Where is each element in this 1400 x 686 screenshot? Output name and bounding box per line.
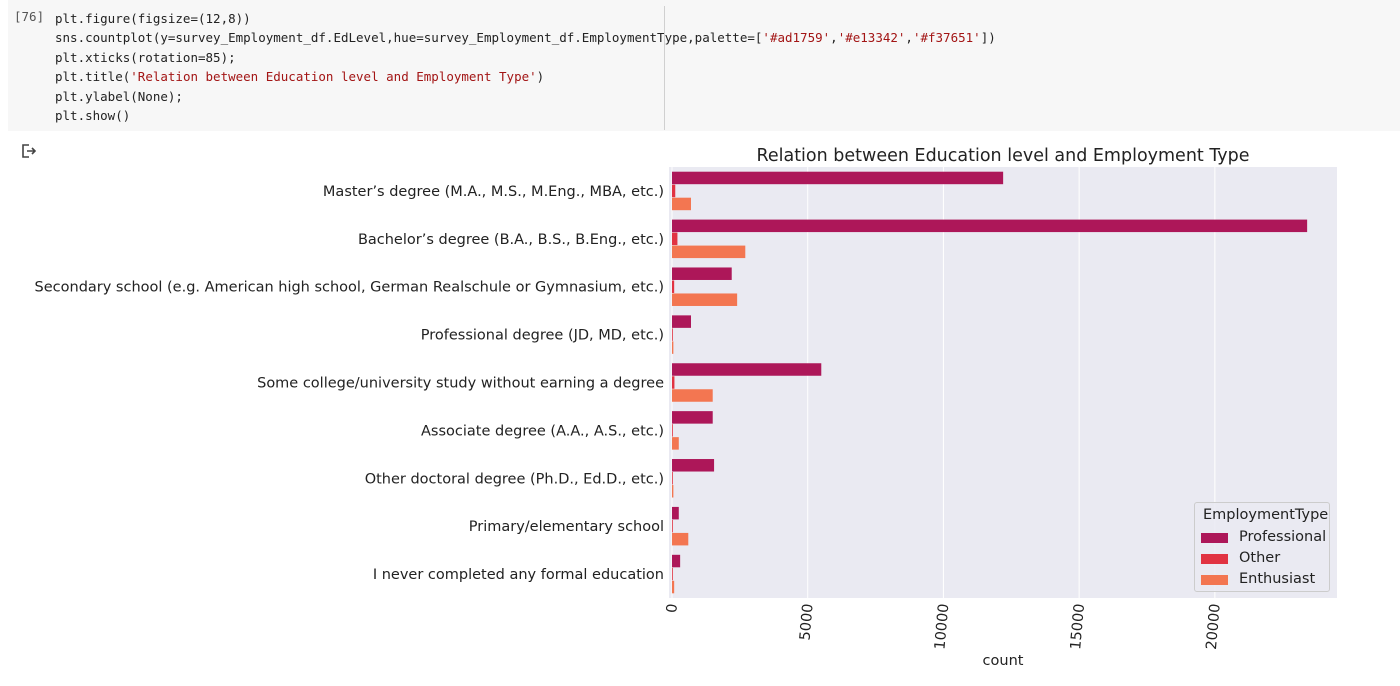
- y-tick-label: I never completed any formal education: [373, 567, 664, 583]
- bar-professional: [672, 411, 713, 424]
- legend: EmploymentType Professional Other Enthus…: [1194, 502, 1330, 592]
- code-token: plt.xticks(rotation=85);: [55, 49, 236, 65]
- code-line[interactable]: plt.ylabel(None);: [55, 87, 996, 106]
- bar-professional: [672, 315, 691, 328]
- x-tick-label: 5000: [798, 603, 817, 641]
- code-line[interactable]: plt.title('Relation between Education le…: [55, 67, 996, 86]
- y-tick-label: Professional degree (JD, MD, etc.): [421, 328, 664, 344]
- y-tick-label: Secondary school (e.g. American high sch…: [35, 280, 664, 296]
- code-cell[interactable]: [76] plt.figure(figsize=(12,8)) sns.count…: [8, 0, 1400, 131]
- legend-swatch-enthusiast: [1201, 575, 1228, 585]
- bar-enthusiast: [672, 437, 679, 450]
- bar-other: [672, 328, 673, 341]
- x-tick-label: 10000: [932, 603, 952, 650]
- bar-professional: [672, 554, 681, 568]
- code-token: plt.ylabel(None);: [55, 88, 183, 104]
- x-tick-label: 0: [664, 603, 681, 614]
- x-axis-label: count: [983, 653, 1024, 669]
- bar-other: [672, 376, 675, 389]
- bar-professional: [672, 459, 715, 472]
- code-token: ,: [830, 30, 838, 46]
- code-line[interactable]: plt.xticks(rotation=85);: [55, 48, 996, 67]
- legend-label-other: Other: [1239, 550, 1281, 566]
- code-string-token: '#f37651': [912, 30, 981, 46]
- y-tick-label: Master’s degree (M.A., M.S., M.Eng., MBA…: [323, 184, 664, 200]
- legend-label-professional: Professional: [1239, 529, 1327, 545]
- bar-enthusiast: [672, 389, 713, 402]
- editor-ruler: [664, 6, 665, 130]
- code-token: plt.figure(figsize=(12,8)): [55, 11, 251, 26]
- code-string-token: 'Relation between Education level and Em…: [130, 69, 537, 85]
- bar-enthusiast: [672, 341, 674, 354]
- bar-professional: [672, 267, 732, 280]
- y-tick-label: Other doctoral degree (Ph.D., Ed.D., etc…: [365, 471, 664, 487]
- bar-professional: [672, 506, 679, 520]
- code-token: plt.title(: [55, 69, 131, 85]
- bar-enthusiast: [672, 580, 675, 594]
- x-tick-label: 15000: [1068, 603, 1088, 650]
- bar-professional: [672, 219, 1308, 233]
- bar-other: [672, 472, 673, 485]
- y-tick-label: Primary/elementary school: [469, 519, 664, 535]
- code-string-token: '#ad1759': [762, 30, 831, 46]
- bar-professional: [672, 363, 822, 376]
- bar-other: [672, 232, 678, 246]
- legend-swatch-other: [1201, 554, 1228, 564]
- y-tick-label: Associate degree (A.A., A.S., etc.): [421, 423, 664, 439]
- bar-other: [672, 184, 676, 198]
- code-token: ]): [980, 30, 996, 46]
- code-line[interactable]: plt.show(): [55, 106, 996, 125]
- bar-enthusiast: [672, 485, 674, 498]
- legend-swatch-professional: [1201, 533, 1228, 543]
- y-tick-label: Some college/university study without ea…: [257, 376, 664, 392]
- bar-other: [672, 519, 673, 533]
- bar-other: [672, 424, 673, 437]
- chart-title: Relation between Education level and Emp…: [756, 146, 1249, 166]
- bar-other: [672, 567, 673, 581]
- bar-enthusiast: [672, 245, 746, 259]
- code-editor[interactable]: plt.figure(figsize=(12,8)) sns.countplot(…: [55, 9, 996, 125]
- code-token: ,: [905, 30, 913, 46]
- code-line[interactable]: sns.countplot(y=survey_Employment_df.EdL…: [55, 28, 996, 47]
- bar-enthusiast: [672, 197, 691, 211]
- code-string-token: '#e13342': [837, 30, 906, 46]
- code-token: plt.show(): [55, 107, 131, 123]
- bar-enthusiast: [672, 293, 738, 306]
- output-arrow-icon[interactable]: [20, 142, 38, 160]
- legend-title: EmploymentType: [1203, 507, 1329, 523]
- code-token: sns.countplot(y=survey_Employment_df.EdL…: [55, 30, 763, 46]
- execution-count: [76]: [14, 9, 45, 24]
- legend-label-enthusiast: Enthusiast: [1239, 571, 1316, 587]
- bar-other: [672, 280, 675, 293]
- x-tick-label: 20000: [1204, 603, 1224, 650]
- bar-enthusiast: [672, 532, 689, 546]
- code-line[interactable]: plt.figure(figsize=(12,8)): [55, 9, 996, 28]
- y-tick-label: Bachelor’s degree (B.A., B.S., B.Eng., e…: [358, 232, 664, 248]
- bar-professional: [672, 171, 1004, 185]
- code-token: ): [536, 69, 545, 85]
